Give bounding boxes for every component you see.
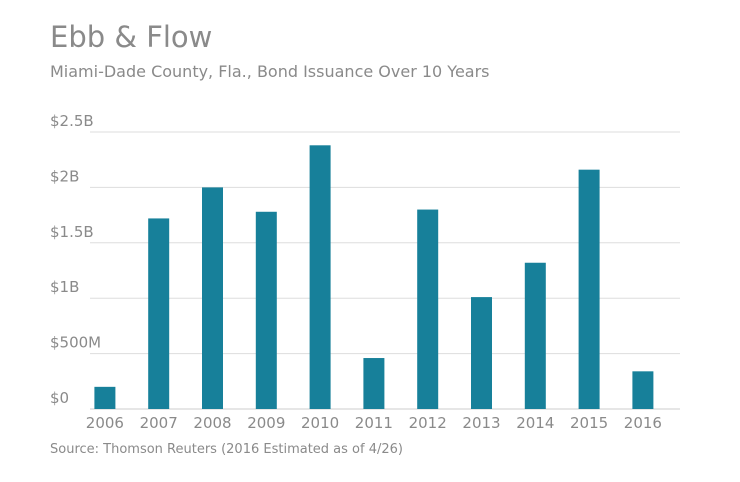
x-tick-label: 2011 (355, 414, 393, 432)
y-tick-label: $2B (50, 167, 79, 185)
x-tick-label: 2007 (140, 414, 178, 432)
x-tick-label: 2012 (409, 414, 447, 432)
y-tick-label: $1B (50, 278, 79, 296)
y-tick-label: $0 (50, 389, 69, 407)
x-tick-label: 2006 (86, 414, 124, 432)
chart-subtitle: Miami-Dade County, Fla., Bond Issuance O… (50, 62, 490, 81)
bar-2015 (578, 169, 600, 409)
bar-2013 (471, 297, 492, 409)
bar-2008 (202, 187, 223, 409)
bar-2006 (94, 386, 116, 409)
bar-2009 (255, 211, 277, 409)
x-tick-label: 2015 (570, 414, 608, 432)
bar-2014 (524, 262, 546, 409)
y-tick-label: $1.5B (50, 223, 94, 241)
x-tick-label: 2013 (462, 414, 500, 432)
x-tick-label: 2010 (301, 414, 339, 432)
bar-2016 (632, 371, 654, 409)
bar-2011 (363, 358, 385, 409)
x-tick-label: 2009 (247, 414, 285, 432)
chart-source-note: Source: Thomson Reuters (2016 Estimated … (50, 442, 403, 457)
y-tick-label: $2.5B (50, 112, 94, 130)
bar-2010 (309, 145, 331, 409)
x-tick-label: 2014 (516, 414, 554, 432)
x-tick-label: 2008 (193, 414, 231, 432)
bar-2007 (148, 218, 170, 409)
y-tick-label: $500M (50, 334, 101, 352)
chart-title: Ebb & Flow (50, 20, 213, 54)
bar-2012 (417, 209, 439, 409)
x-tick-label: 2016 (624, 414, 662, 432)
